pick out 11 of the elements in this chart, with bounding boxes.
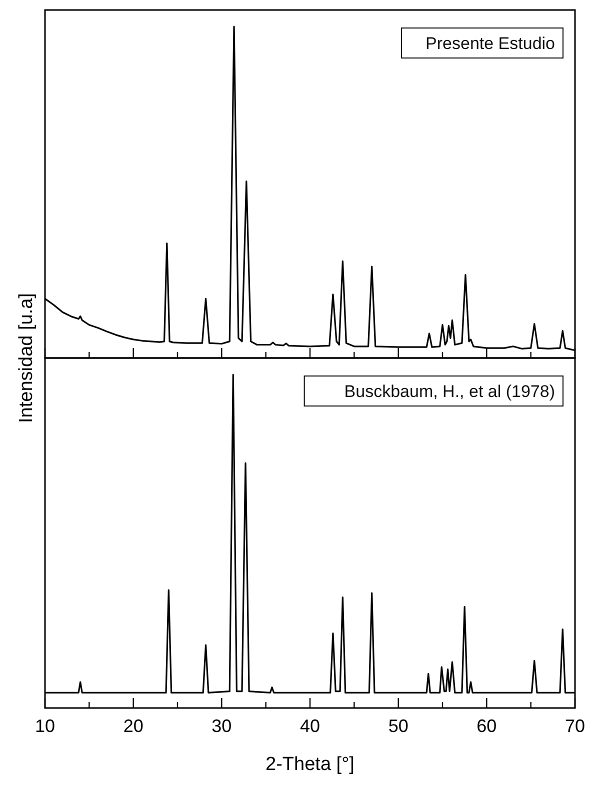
x-tick-label: 20 (123, 716, 144, 736)
y-axis-title: Intensidad [u.a] (16, 293, 37, 423)
text: Presente Estudio (426, 34, 555, 53)
x-tick-label: 40 (300, 716, 320, 736)
x-axis-title: 2-Theta [°] (266, 754, 354, 775)
x-tick-label: 30 (212, 716, 232, 736)
text: Busckbaum, H., et al (1978) (344, 382, 555, 401)
x-tick-label: 70 (564, 716, 586, 736)
x-tick-label: 50 (388, 716, 408, 736)
x-tick-label: 60 (476, 716, 497, 736)
x-tick-label: 10 (34, 716, 56, 736)
